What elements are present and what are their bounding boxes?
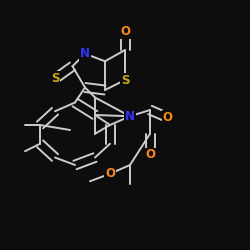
Text: S: S bbox=[121, 74, 129, 86]
Text: O: O bbox=[120, 25, 130, 38]
Text: O: O bbox=[105, 167, 115, 180]
Text: N: N bbox=[125, 110, 135, 123]
Text: N: N bbox=[80, 47, 90, 60]
Text: S: S bbox=[51, 72, 59, 85]
Text: O: O bbox=[145, 148, 155, 162]
Text: O: O bbox=[162, 111, 172, 124]
